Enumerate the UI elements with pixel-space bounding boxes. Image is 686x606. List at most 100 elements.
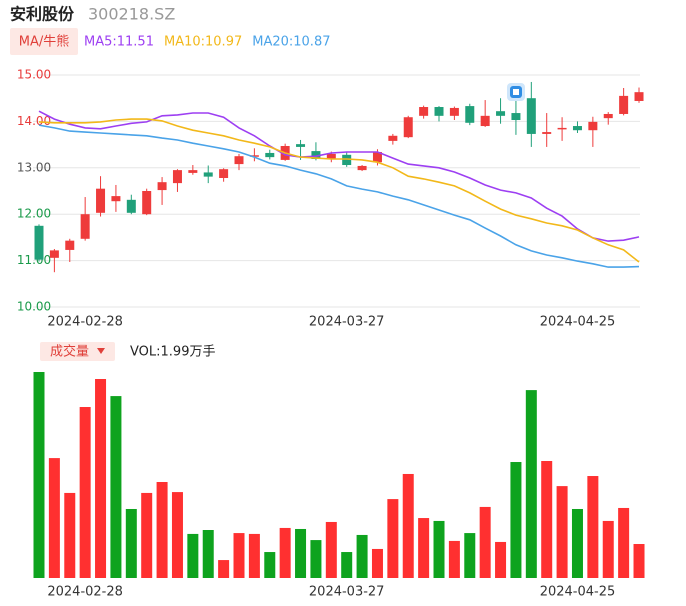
volume-bar	[587, 476, 599, 578]
candle-body	[480, 115, 490, 127]
x-tick-label: 2024-02-28	[47, 315, 123, 330]
volume-bar	[64, 492, 76, 578]
candle-body	[511, 113, 521, 121]
volume-bar	[279, 527, 291, 578]
volume-bar	[356, 534, 368, 578]
volume-bar	[202, 530, 214, 578]
candle-body	[49, 250, 59, 258]
volume-bar	[264, 552, 276, 578]
x-tick-label: 2024-04-25	[540, 585, 616, 600]
volume-bar	[495, 541, 507, 578]
candle-body	[419, 107, 429, 116]
volume-bar	[371, 548, 383, 578]
volume-bar	[556, 486, 568, 578]
legend-entry: MA10:10.97	[164, 35, 242, 50]
candle-body	[342, 154, 352, 166]
volume-bar	[187, 533, 199, 578]
volume-bar	[156, 482, 168, 578]
volume-bar	[525, 390, 537, 578]
candle-body	[372, 152, 382, 163]
dropdown-arrow[interactable]	[97, 348, 105, 354]
volume-bar	[33, 372, 45, 578]
volume-bar	[95, 379, 107, 578]
volume-bar	[233, 533, 245, 578]
stock-name: 安利股份	[10, 5, 75, 24]
candle-body	[434, 107, 444, 116]
y-tick-label: 11.00	[17, 253, 51, 267]
candle-body	[449, 107, 459, 116]
volume-bar	[110, 396, 122, 578]
candle-body	[572, 126, 582, 131]
candle-body	[496, 111, 506, 116]
candle-body	[157, 182, 167, 191]
vol-tag[interactable]: 成交量	[50, 344, 89, 360]
candle-body	[188, 170, 198, 173]
candle-body	[603, 113, 613, 119]
x-tick-label: 2024-02-28	[47, 585, 123, 600]
volume-bar	[48, 458, 60, 578]
legend-entry: MA20:10.87	[252, 35, 330, 50]
candle-body	[619, 95, 629, 114]
candle-body	[265, 152, 275, 158]
candle-body	[80, 214, 90, 239]
candle-body	[634, 92, 644, 101]
y-tick-label: 10.00	[17, 300, 51, 314]
volume-bar	[79, 407, 91, 578]
volume-bar	[341, 552, 353, 578]
x-tick-label: 2024-04-25	[540, 315, 616, 330]
candle-body	[542, 132, 552, 134]
candle-body	[526, 98, 536, 134]
candle-body	[219, 169, 229, 179]
ma-line	[38, 124, 640, 268]
volume-bar	[571, 508, 583, 578]
volume-bar	[310, 540, 322, 578]
vol-label: VOL:1.99万手	[130, 345, 215, 360]
volume-bar	[402, 473, 414, 578]
x-tick-label: 2024-03-27	[309, 585, 385, 600]
volume-bar	[295, 528, 307, 578]
volume-bar	[633, 544, 645, 578]
ma-tag[interactable]: MA/牛熊	[19, 34, 70, 50]
candle-body	[388, 135, 398, 141]
y-tick-label: 13.00	[17, 160, 51, 174]
volume-bar	[618, 507, 630, 578]
volume-bar	[448, 540, 460, 578]
y-tick-label: 12.00	[17, 207, 51, 221]
candle-body	[588, 121, 598, 131]
candle-body	[203, 172, 213, 177]
candle-body	[326, 153, 336, 159]
volume-bar	[433, 520, 445, 578]
vol-tag-bg[interactable]	[40, 342, 115, 361]
ma-line	[38, 118, 640, 263]
volume-bar	[171, 492, 183, 578]
volume-bar	[418, 518, 430, 578]
x-tick-label: 2024-03-27	[309, 315, 385, 330]
ma-line	[38, 110, 640, 242]
volume-bar	[602, 520, 614, 578]
candle-body	[296, 144, 306, 147]
volume-bar	[541, 460, 553, 578]
candle-body	[249, 155, 259, 157]
volume-bar	[479, 506, 491, 578]
candle-body	[403, 117, 413, 138]
volume-bar	[464, 533, 476, 578]
candle-body	[465, 106, 475, 123]
candle-body	[126, 199, 136, 213]
volume-bar	[325, 521, 337, 578]
y-tick-label: 14.00	[17, 114, 51, 128]
y-tick-label: 15.00	[17, 68, 51, 82]
marker-icon[interactable]	[507, 83, 525, 101]
volume-bar	[248, 533, 260, 578]
volume-bar	[125, 508, 137, 578]
candle-body	[172, 170, 182, 184]
candle-body	[557, 127, 567, 130]
ma-tag-bg[interactable]	[10, 28, 78, 55]
candle-body	[65, 240, 75, 250]
legend-entry: MA5:11.51	[84, 35, 154, 50]
candle-body	[111, 196, 121, 202]
candle-body	[234, 156, 244, 165]
candle-body	[142, 191, 152, 215]
candle-body	[96, 188, 106, 213]
volume-bar	[387, 499, 399, 578]
